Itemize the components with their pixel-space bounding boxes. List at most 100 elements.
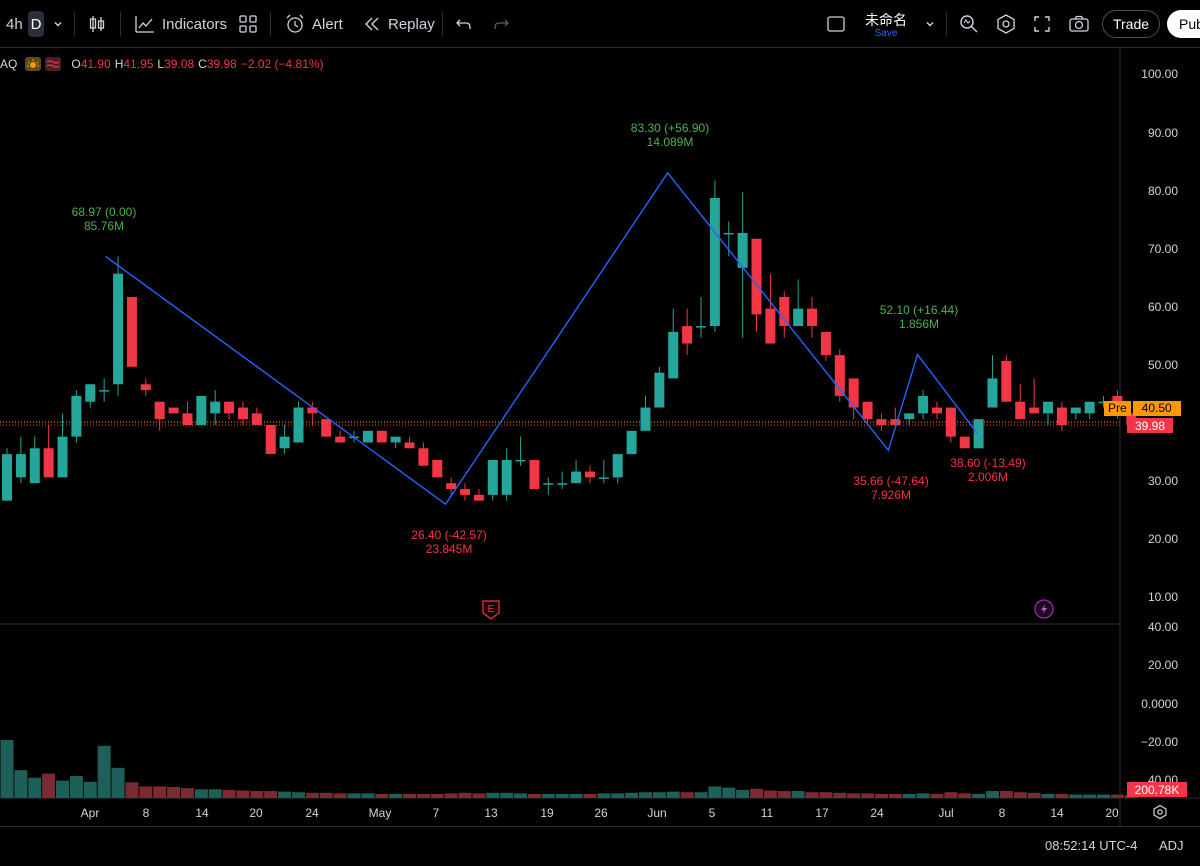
- volume-bar: [264, 791, 278, 798]
- osc-tick: 0.0000: [1141, 697, 1178, 711]
- lightning-icon[interactable]: [1034, 599, 1054, 619]
- candle: [501, 448, 512, 501]
- interval-dropdown[interactable]: [52, 8, 64, 40]
- volume-bar: [1110, 794, 1124, 798]
- save-status: Save: [874, 28, 898, 39]
- volume-bar: [1055, 793, 1069, 798]
- volume-bar: [458, 792, 472, 798]
- pivot-annotation: 35.66 (-47.64) 7.926M: [853, 474, 929, 502]
- layout-dropdown[interactable]: [924, 8, 936, 40]
- replay-button[interactable]: Replay: [362, 8, 435, 40]
- interval-4h[interactable]: 4h: [6, 15, 23, 33]
- candle: [251, 407, 262, 425]
- fullscreen-button[interactable]: [1032, 8, 1052, 40]
- candle: [71, 390, 82, 443]
- date-tick: 26: [594, 806, 608, 820]
- last-price-value: 39.98: [1134, 418, 1166, 433]
- candle: [682, 308, 693, 356]
- volume-bar: [319, 792, 333, 798]
- clock[interactable]: 08:52:14 UTC-4: [1045, 838, 1138, 853]
- volume-bar: [819, 792, 833, 798]
- volume-bar: [555, 793, 569, 798]
- volume-bar: [305, 792, 319, 798]
- candle: [335, 430, 346, 443]
- chevron-down-icon: [926, 22, 934, 27]
- date-tick: Apr: [80, 806, 100, 820]
- volume-bar: [694, 792, 708, 798]
- candle: [43, 425, 54, 478]
- layout-checkbox[interactable]: [826, 8, 846, 40]
- interval-d[interactable]: D: [28, 11, 44, 37]
- candle: [890, 407, 901, 425]
- pivot-annotation: 52.10 (+16.44) 1.856M: [879, 303, 959, 331]
- volume-bar: [972, 793, 986, 798]
- price-tick: 30.00: [1147, 474, 1178, 488]
- undo-button[interactable]: [455, 8, 473, 40]
- candle: [2, 448, 12, 501]
- candle: [626, 430, 637, 455]
- volume-bar: [486, 792, 500, 798]
- layout-title[interactable]: 未命名 Save: [858, 12, 914, 40]
- redo-button[interactable]: [492, 8, 510, 40]
- templates-button[interactable]: [238, 8, 258, 40]
- candle: [1015, 384, 1026, 420]
- candle: [834, 349, 845, 402]
- date-tick: 24: [305, 806, 319, 820]
- candle: [1043, 401, 1053, 425]
- low-label: L: [157, 57, 165, 71]
- volume-bar: [194, 789, 208, 798]
- candle: [154, 401, 165, 431]
- last-price-tag: 39.98: [1127, 418, 1173, 433]
- quick-search-button[interactable]: [958, 8, 980, 40]
- candle: [807, 296, 818, 338]
- settings-button[interactable]: [995, 8, 1017, 40]
- undo-icon: [456, 19, 471, 29]
- volume-bar: [97, 745, 111, 798]
- pivot-annotation: 83.30 (+56.90) 14.089M: [630, 121, 710, 149]
- trade-button[interactable]: Trade: [1102, 10, 1160, 38]
- candle: [446, 477, 457, 495]
- pivot-annotation: 38.60 (-13.49) 2.006M: [950, 456, 1026, 484]
- volume-value: 200.78K: [1134, 782, 1180, 797]
- candle: [529, 459, 540, 490]
- candle: [973, 419, 984, 449]
- candle: [737, 192, 748, 338]
- candle: [862, 401, 873, 425]
- volume-bar: [250, 791, 264, 798]
- indicators-button[interactable]: Indicators: [134, 8, 227, 40]
- axis-settings-button[interactable]: [1152, 804, 1168, 825]
- volume-bar: [1083, 794, 1097, 798]
- open-value: 41.90: [80, 57, 111, 71]
- candle: [140, 378, 151, 396]
- snapshot-button[interactable]: [1068, 8, 1090, 40]
- volume-bar: [0, 740, 14, 798]
- candle: [876, 413, 887, 431]
- candle: [85, 384, 96, 408]
- volume-bar: [874, 793, 888, 798]
- candles: [2, 180, 1137, 501]
- volume-bar: [1097, 794, 1111, 798]
- volume-bar: [597, 793, 611, 798]
- candle: [640, 395, 651, 431]
- price-tick: 70.00: [1147, 242, 1178, 256]
- publish-button[interactable]: Pub: [1167, 10, 1200, 38]
- chart-type-button[interactable]: [86, 8, 108, 40]
- indicators-label: Indicators: [162, 15, 228, 33]
- adjust-toggle[interactable]: ADJ: [1159, 838, 1184, 853]
- alert-button[interactable]: Alert: [284, 8, 343, 40]
- date-tick: 7: [432, 806, 440, 820]
- volume-bar: [403, 793, 417, 798]
- candle: [1029, 378, 1040, 414]
- volume-bar: [167, 786, 181, 798]
- candle: [598, 459, 609, 484]
- candle: [293, 401, 304, 443]
- alarm-clock-icon: [286, 14, 304, 33]
- volume-bar: [791, 791, 805, 798]
- candle: [654, 366, 665, 408]
- redo-icon: [494, 19, 509, 29]
- price-chart[interactable]: E: [0, 0, 1200, 826]
- symbol-name[interactable]: AQ: [0, 57, 18, 71]
- volume-tag: 200.78K: [1127, 782, 1187, 797]
- earnings-marker[interactable]: E: [482, 600, 500, 620]
- indicators-icon: [135, 16, 154, 33]
